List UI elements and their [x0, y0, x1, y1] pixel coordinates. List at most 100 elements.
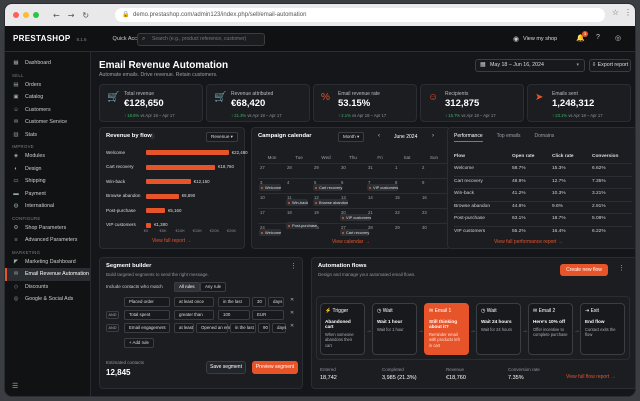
- calendar-day-cell[interactable]: 1: [393, 163, 421, 176]
- calendar-day-cell[interactable]: 28: [285, 163, 313, 176]
- table-cell[interactable]: VIP customers: [454, 228, 486, 234]
- sidebar-item-international[interactable]: ◍ International: [5, 200, 90, 213]
- calendar-event[interactable]: Welcome: [259, 184, 282, 191]
- calendar-day-cell[interactable]: 5: [312, 178, 340, 191]
- table-cell[interactable]: Welcome: [454, 166, 474, 171]
- view-full-report-link[interactable]: View full report →: [152, 238, 192, 244]
- calendar-day-cell[interactable]: 29: [312, 163, 340, 176]
- sidebar-item-design[interactable]: ◐ Design: [5, 163, 90, 176]
- calendar-day-cell[interactable]: 21: [366, 208, 394, 221]
- rule-operator-select[interactable]: greater than: [174, 310, 214, 320]
- help-icon[interactable]: ?: [596, 34, 600, 41]
- calendar-day-cell[interactable]: 11: [285, 193, 313, 206]
- calendar-day-cell[interactable]: 19: [312, 208, 340, 221]
- flow-node-2[interactable]: ◷ Wait Wait 1 hour Wait for 1 hour: [372, 303, 417, 355]
- calendar-day-cell[interactable]: 6: [339, 178, 367, 191]
- calendar-day-cell[interactable]: 2: [420, 163, 448, 176]
- sidebar-item-orders[interactable]: ▤ Orders: [5, 79, 90, 92]
- calendar-day-cell[interactable]: 17: [258, 208, 286, 221]
- reload-icon[interactable]: ↻: [82, 10, 90, 20]
- back-icon[interactable]: ←: [53, 10, 60, 20]
- forward-icon[interactable]: →: [67, 10, 75, 20]
- sidebar-item-dashboard[interactable]: ▦ Dashboard: [5, 57, 90, 70]
- sidebar-item-discounts[interactable]: ◇ Discounts: [5, 281, 90, 294]
- quick-access-menu[interactable]: Quick Access ▾: [112, 35, 150, 42]
- calendar-day-cell[interactable]: 23: [420, 208, 448, 221]
- calendar-view-select[interactable]: Month ▾: [338, 132, 365, 142]
- more-options-icon[interactable]: ⋮: [290, 263, 297, 270]
- table-cell[interactable]: Browse abandon: [454, 203, 491, 209]
- calendar-day-cell[interactable]: 28: [366, 223, 394, 236]
- sidebar-item-advanced-parameters[interactable]: ≡ Advanced Parameters: [5, 234, 90, 247]
- prestashop-logo[interactable]: PRESTASHOP: [13, 34, 71, 43]
- close-window-button[interactable]: [13, 12, 19, 18]
- table-cell[interactable]: Win-back: [454, 191, 474, 196]
- save-segment-button[interactable]: Save segment: [206, 361, 246, 374]
- address-bar[interactable]: 🔒 demo.prestashop.com/admin123/index.php…: [115, 8, 605, 22]
- calendar-day-cell[interactable]: 24: [258, 223, 286, 236]
- rule-operator-select[interactable]: at least: [174, 323, 194, 333]
- rule-period-select[interactable]: in the last: [230, 323, 256, 333]
- table-cell[interactable]: Cart recovery: [454, 178, 483, 184]
- rule-field-select[interactable]: Total spent: [124, 310, 170, 320]
- calendar-event[interactable]: Welcome: [259, 229, 282, 236]
- calendar-day-cell[interactable]: 16: [420, 193, 448, 206]
- calendar-day-cell[interactable]: 20: [339, 208, 367, 221]
- tab-top-emails[interactable]: Top emails: [496, 133, 521, 139]
- calendar-day-cell[interactable]: 3: [258, 178, 286, 191]
- sidebar-item-email-revenue-automation[interactable]: ✉ Email Revenue Automation: [5, 268, 90, 281]
- create-new-flow-button[interactable]: Create new flow: [560, 264, 608, 276]
- flow-node-1[interactable]: ⚡ Trigger Abandoned cart When someone aban…: [320, 303, 365, 355]
- sidebar-item-google-social-ads[interactable]: ◎ Google & Social Ads: [5, 293, 90, 306]
- sidebar-item-shop-parameters[interactable]: ⚙ Shop Parameters: [5, 222, 90, 235]
- date-range-picker[interactable]: ▦ May 18 – Jun 16, 2024 ▾: [475, 59, 585, 72]
- next-month-icon[interactable]: ›: [432, 133, 434, 139]
- calendar-day-cell[interactable]: 9: [420, 178, 448, 191]
- prev-month-icon[interactable]: ‹: [378, 133, 380, 139]
- calendar-event[interactable]: Win-back: [286, 199, 309, 206]
- calendar-event[interactable]: VIP customers: [340, 214, 372, 221]
- rule-value-input[interactable]: 90: [258, 323, 270, 333]
- rule-field-select[interactable]: Email engagement: [124, 323, 170, 333]
- sidebar-item-shipping[interactable]: ▭ Shipping: [5, 175, 90, 188]
- calendar-event[interactable]: Cart recovery: [313, 184, 343, 191]
- calendar-day-cell[interactable]: 22: [393, 208, 421, 221]
- sidebar-item-catalog[interactable]: ▣ Catalog: [5, 91, 90, 104]
- flow-node-6[interactable]: ⇥ Exit End flow Contact exits the flow: [580, 303, 625, 355]
- calendar-day-cell[interactable]: 18: [285, 208, 313, 221]
- calendar-day-cell[interactable]: 30: [420, 223, 448, 236]
- rule-value-input[interactable]: 100: [218, 310, 250, 320]
- flow-node-3[interactable]: ✉ Email 1 Still thinking about it? Reminde…: [424, 303, 469, 355]
- calendar-day-cell[interactable]: 29: [393, 223, 421, 236]
- calendar-day-cell[interactable]: 31: [366, 163, 394, 176]
- view-flow-report-link[interactable]: View full flow report →: [566, 374, 616, 380]
- maximize-window-button[interactable]: [33, 12, 39, 18]
- calendar-event[interactable]: VIP customers: [367, 184, 399, 191]
- sidebar-item-customer-service[interactable]: ✉ Customer Service: [5, 116, 90, 129]
- calendar-event[interactable]: Browse abandon: [313, 199, 349, 206]
- rule-unit-select[interactable]: EUR: [252, 310, 284, 320]
- any-rule-toggle[interactable]: Any rule: [200, 282, 227, 292]
- table-cell[interactable]: Post-purchase: [454, 216, 485, 221]
- calendar-day-cell[interactable]: 4: [285, 178, 313, 191]
- sidebar-item-payment[interactable]: ▬ Payment: [5, 188, 90, 201]
- calendar-day-cell[interactable]: 27: [339, 223, 367, 236]
- calendar-day-cell[interactable]: 14: [366, 193, 394, 206]
- preview-segment-button[interactable]: Preview segment: [252, 361, 298, 374]
- sidebar-item-marketing-dashboard[interactable]: ◤ Marketing Dashboard: [5, 256, 90, 269]
- rule-unit-select[interactable]: days: [272, 323, 286, 333]
- calendar-day-cell[interactable]: 12: [312, 193, 340, 206]
- bookmark-star-icon[interactable]: ☆: [611, 8, 619, 17]
- rule-value-input[interactable]: 30: [252, 297, 266, 307]
- search-input[interactable]: ⌕ Search (e.g., product reference, custo…: [137, 33, 265, 46]
- view-shop-link[interactable]: View my shop: [523, 36, 558, 42]
- calendar-day-cell[interactable]: 7: [366, 178, 394, 191]
- browser-menu-icon[interactable]: ⋮: [624, 8, 632, 17]
- flow-node-4[interactable]: ◷ Wait Wait 24 hours Wait for 24 hours: [476, 303, 521, 355]
- user-avatar-icon[interactable]: ◎: [615, 35, 622, 42]
- sidebar-item-stats[interactable]: ▥ Stats: [5, 129, 90, 142]
- sidebar-item-modules[interactable]: ◈ Modules: [5, 150, 90, 163]
- remove-rule-icon[interactable]: ✕: [290, 323, 295, 329]
- calendar-day-cell[interactable]: 27: [258, 163, 286, 176]
- calendar-day-cell[interactable]: 13: [339, 193, 367, 206]
